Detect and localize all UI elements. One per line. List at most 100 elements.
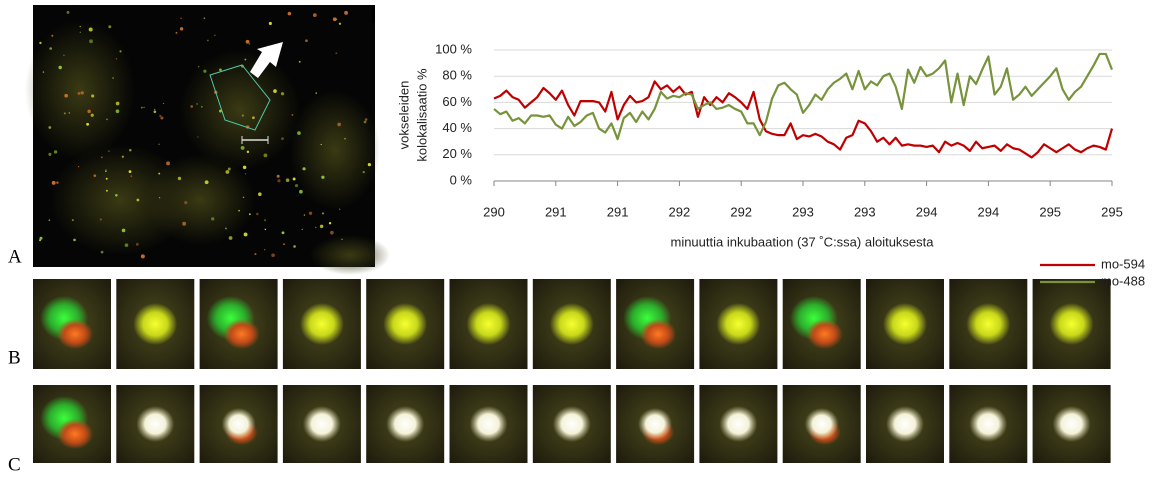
speckle	[367, 162, 371, 167]
speckle	[227, 167, 231, 171]
speckle	[244, 58, 247, 61]
speckle	[77, 91, 81, 95]
y-tick-label: 100 %	[435, 41, 472, 56]
speckle	[206, 39, 209, 42]
speckle	[153, 108, 156, 111]
speckle	[115, 109, 120, 114]
speckle	[335, 18, 338, 21]
blob	[552, 406, 591, 442]
y-tick-label: 20 %	[442, 146, 472, 161]
speckle	[330, 230, 334, 235]
speckle	[63, 112, 66, 115]
speckle	[121, 155, 124, 158]
speckle	[198, 66, 200, 68]
speckle	[80, 91, 84, 95]
blob	[221, 408, 256, 440]
speckle	[115, 101, 120, 106]
speckle	[276, 174, 280, 178]
blob	[57, 319, 93, 349]
speckle	[238, 209, 240, 212]
speckle	[299, 189, 303, 194]
speckle	[140, 106, 143, 109]
image-strips	[33, 279, 1111, 463]
y-tick-label: 40 %	[442, 120, 472, 135]
y-axis-label-line: kolokalisaatio %	[414, 68, 429, 162]
speckle	[143, 106, 145, 108]
y-tick-label: 80 %	[442, 68, 472, 83]
speckle	[48, 126, 52, 129]
speckle	[128, 170, 132, 174]
blob	[57, 419, 93, 449]
speckle	[100, 156, 103, 159]
speckle	[108, 25, 112, 29]
speckle	[240, 146, 245, 150]
speckle	[158, 143, 160, 145]
speckle	[105, 189, 108, 192]
blob	[136, 406, 175, 442]
speckle	[135, 242, 139, 246]
speckle	[254, 253, 257, 256]
speckle	[42, 71, 45, 73]
speckle	[197, 136, 199, 138]
speckle	[48, 152, 52, 156]
speckle	[130, 175, 133, 177]
data-line	[493, 80, 1114, 159]
x-tick-label: 291	[607, 204, 629, 219]
speckle	[136, 198, 140, 202]
speckle	[287, 11, 292, 16]
speckle	[219, 68, 222, 72]
speckle	[315, 226, 317, 229]
blob	[133, 303, 178, 345]
blob	[1052, 406, 1091, 442]
speckle	[264, 249, 266, 251]
speckle	[39, 236, 43, 240]
x-tick-label: 293	[792, 204, 814, 219]
speckle	[203, 17, 206, 19]
blob	[640, 319, 677, 349]
speckle	[248, 43, 251, 45]
speckle	[328, 222, 332, 225]
speckle	[281, 231, 285, 235]
speckle	[263, 153, 268, 158]
speckle	[86, 122, 90, 126]
blob	[883, 303, 927, 345]
speckle	[73, 238, 76, 242]
blob	[638, 408, 673, 440]
micrograph	[25, 5, 390, 275]
speckle	[245, 39, 250, 44]
speckle	[256, 212, 259, 216]
speckle	[153, 110, 157, 114]
blob	[886, 406, 924, 442]
blob	[806, 319, 843, 349]
speckle	[63, 54, 65, 56]
speckle	[243, 232, 248, 237]
speckle	[180, 17, 182, 20]
y-tick-label: 60 %	[442, 94, 472, 109]
speckle	[105, 169, 107, 171]
speckle	[158, 197, 161, 199]
speckle	[264, 219, 267, 222]
speckle	[140, 254, 145, 259]
blob	[469, 406, 508, 442]
speckle	[64, 93, 68, 98]
speckle	[128, 148, 132, 152]
x-tick-label: 293	[854, 204, 876, 219]
speckle	[344, 10, 348, 15]
speckle	[196, 103, 198, 105]
speckle	[225, 170, 230, 174]
speckle	[268, 21, 272, 26]
speckle	[106, 118, 108, 121]
speckle	[115, 194, 118, 197]
legend-label: mo-488	[1101, 273, 1145, 288]
speckle	[99, 218, 102, 221]
x-tick-label: 292	[669, 204, 691, 219]
speckle	[292, 177, 296, 181]
speckle	[39, 239, 42, 242]
speckle	[56, 181, 59, 184]
y-axis-label-line: vokseleiden	[396, 81, 411, 150]
speckle	[363, 120, 367, 124]
speckle	[77, 166, 80, 168]
data-line	[493, 52, 1114, 141]
x-tick-label: 294	[978, 204, 1000, 219]
